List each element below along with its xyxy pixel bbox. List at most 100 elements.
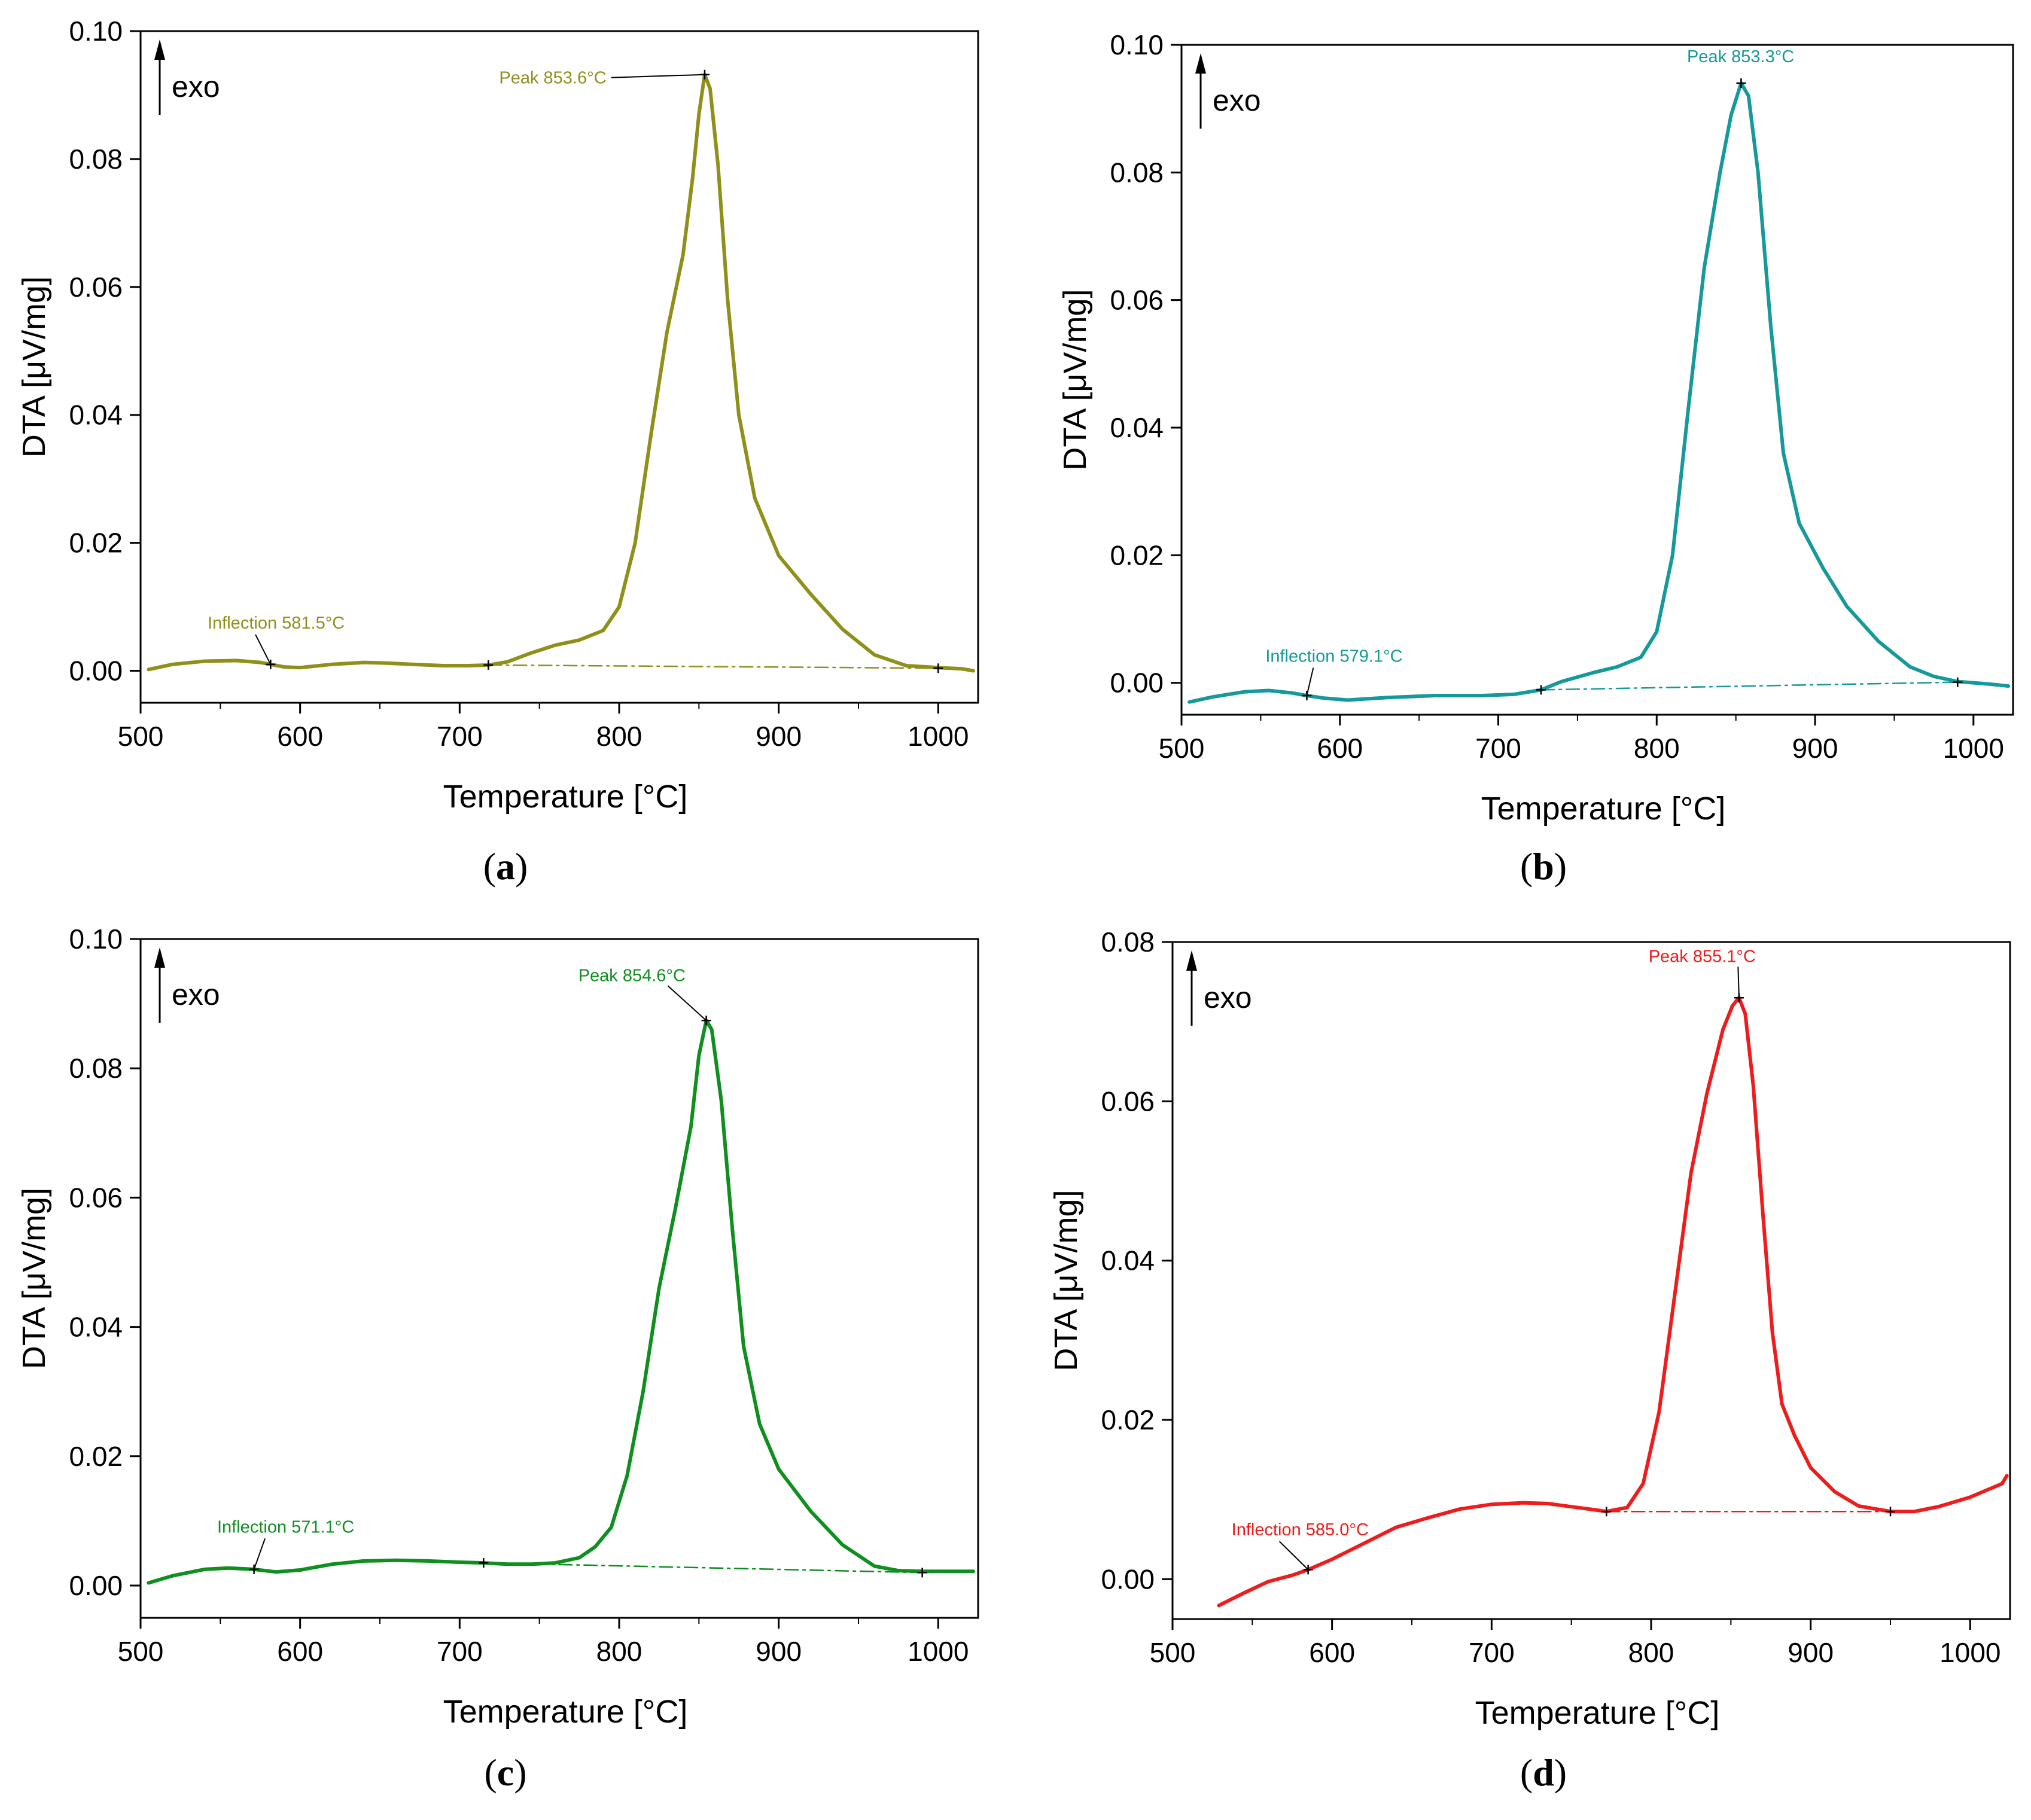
- exo-arrow-icon: [1186, 950, 1197, 971]
- y-tick-label: 0.08: [1101, 926, 1155, 958]
- panel-label-open: (: [1520, 1751, 1533, 1794]
- annotation-label: Peak 854.6°C: [578, 966, 686, 985]
- panel-label-close: ): [515, 845, 528, 888]
- baseline-line: [483, 1562, 923, 1574]
- y-tick-label: 0.06: [1110, 285, 1164, 316]
- point-marker: [1303, 1565, 1313, 1575]
- point-marker: [917, 1568, 927, 1578]
- point-marker: [933, 663, 943, 673]
- annotation-leader: [1737, 967, 1740, 998]
- y-tick-label: 0.06: [1101, 1086, 1155, 1117]
- y-tick-label: 0.10: [69, 923, 123, 955]
- annotation-leader: [253, 1538, 266, 1570]
- exo-arrow-icon: [1195, 53, 1206, 74]
- point-marker: [479, 1558, 489, 1568]
- exo-label: exo: [172, 978, 220, 1011]
- annotation-leader: [1278, 1541, 1309, 1571]
- x-tick-label: 1000: [908, 721, 969, 752]
- point-marker: [1886, 1507, 1895, 1517]
- annotation-label: Peak 853.3°C: [1687, 47, 1794, 66]
- dta-curve: [1187, 81, 2011, 704]
- x-tick-label: 500: [118, 721, 164, 752]
- plot-frame: [139, 30, 979, 704]
- x-axis-title: Temperature [°C]: [1481, 791, 1726, 827]
- y-axis-title: DTA [μV/mg]: [16, 1188, 52, 1369]
- point-marker: [1536, 685, 1546, 695]
- panel-label-letter: d: [1533, 1751, 1554, 1794]
- x-axis-title: Temperature [°C]: [443, 1694, 688, 1730]
- y-tick-label: 0.00: [1110, 667, 1164, 699]
- dta-curve: [1217, 996, 2009, 1608]
- exo-arrow-icon: [154, 947, 165, 968]
- panel-label-close: ): [1554, 845, 1567, 888]
- x-tick-label: 800: [596, 1636, 643, 1667]
- y-tick-label: 0.06: [69, 1182, 123, 1213]
- point-marker: [1601, 1507, 1612, 1517]
- x-tick-label: 1000: [908, 1636, 969, 1667]
- baseline-line: [1540, 681, 1959, 691]
- x-tick-label: 600: [277, 721, 323, 752]
- panel-c: 500 600 700 800 900 1000 0.00 0.02 0.04 0.06 0.08 0…: [16, 923, 979, 1794]
- panel-label-close: ): [514, 1751, 526, 1794]
- x-tick-label: 500: [1150, 1637, 1196, 1668]
- panel-label-letter: c: [497, 1751, 514, 1794]
- y-tick-label: 0.00: [69, 1570, 123, 1601]
- y-tick-label: 0.08: [69, 144, 123, 175]
- panel-a: 500 600 700 800 900 1000 0.00 0.02 0.04 0.06 0.08 0…: [16, 16, 979, 888]
- panel-d: 500 600 700 800 900 1000 0.00 0.02 0.04 0.06 0.08 T…: [1048, 926, 2011, 1794]
- y-axis-title: DTA [μV/mg]: [16, 276, 52, 458]
- point-marker: [483, 660, 494, 670]
- y-tick-label: 0.04: [69, 1312, 123, 1343]
- panel-label-close: ): [1554, 1751, 1567, 1794]
- panel-label-open: (: [483, 845, 496, 888]
- y-tick-label: 0.02: [69, 1441, 123, 1472]
- annotation-label: Inflection 579.1°C: [1265, 647, 1402, 666]
- x-tick-label: 900: [1788, 1637, 1834, 1668]
- annotation-leader: [667, 985, 707, 1021]
- panel-label-letter: b: [1533, 845, 1554, 888]
- x-tick-label: 800: [1634, 733, 1680, 764]
- x-tick-label: 700: [437, 1636, 483, 1667]
- x-tick-label: 900: [1792, 733, 1838, 764]
- annotation-label: Inflection 571.1°C: [217, 1517, 354, 1537]
- plot-frame: [1171, 941, 2011, 1620]
- y-tick-label: 0.06: [69, 272, 123, 303]
- x-axis-title: Temperature [°C]: [443, 779, 688, 815]
- plot-frame: [1180, 44, 2014, 716]
- point-marker: [266, 659, 276, 669]
- exo-arrow-icon: [154, 39, 165, 60]
- y-tick-label: 0.02: [69, 528, 123, 559]
- annotation-label: Inflection 585.0°C: [1232, 1520, 1369, 1539]
- panel-label-letter: a: [496, 845, 515, 888]
- x-tick-label: 600: [1317, 733, 1363, 764]
- panel-label-open: (: [484, 1751, 497, 1794]
- dta-curve: [147, 72, 975, 673]
- point-marker: [1953, 677, 1963, 687]
- x-tick-label: 500: [1159, 733, 1205, 764]
- panel-label-open: (: [1520, 845, 1533, 888]
- x-tick-label: 700: [1469, 1637, 1515, 1668]
- x-tick-label: 700: [1475, 733, 1521, 764]
- x-tick-label: 500: [118, 1636, 164, 1667]
- x-tick-label: 600: [1309, 1637, 1355, 1668]
- exo-label: exo: [172, 70, 220, 103]
- y-tick-label: 0.00: [69, 656, 123, 687]
- x-tick-label: 900: [756, 1636, 802, 1667]
- y-tick-label: 0.04: [69, 400, 123, 431]
- panel-label: (b): [1520, 845, 1567, 888]
- annotation-leader: [255, 634, 272, 665]
- y-tick-label: 0.04: [1101, 1245, 1155, 1276]
- y-tick-label: 0.04: [1110, 412, 1164, 443]
- y-tick-label: 0.02: [1101, 1404, 1155, 1435]
- panel-label: (d): [1520, 1751, 1567, 1794]
- exo-label: exo: [1213, 84, 1261, 117]
- x-tick-label: 800: [1628, 1637, 1674, 1668]
- baseline-line: [488, 664, 939, 669]
- x-tick-label: 1000: [1943, 733, 2004, 764]
- x-tick-label: 700: [437, 721, 483, 752]
- y-tick-label: 0.02: [1110, 539, 1164, 571]
- x-tick-label: 800: [596, 721, 643, 752]
- x-tick-label: 600: [277, 1636, 323, 1667]
- annotation-label: Peak 855.1°C: [1649, 947, 1756, 966]
